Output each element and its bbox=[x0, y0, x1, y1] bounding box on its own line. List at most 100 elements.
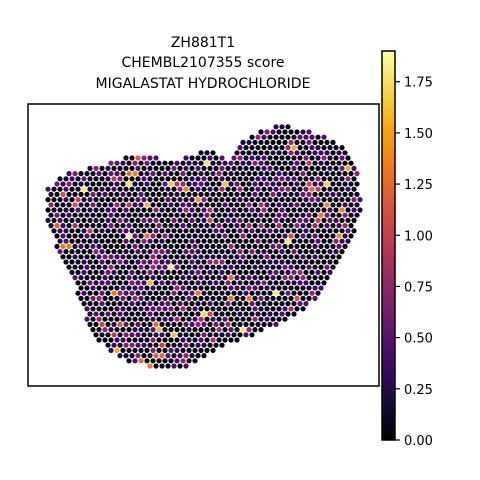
spot bbox=[132, 358, 138, 364]
spot bbox=[207, 238, 213, 244]
spot bbox=[201, 165, 207, 171]
spot bbox=[258, 233, 264, 239]
chart-title: ZH881T1 CHEMBL2107355 score MIGALASTAT H… bbox=[96, 35, 311, 92]
spot bbox=[210, 337, 216, 343]
spot bbox=[234, 316, 240, 322]
spot bbox=[108, 285, 114, 291]
spot bbox=[168, 358, 174, 364]
spot bbox=[177, 342, 183, 348]
spot bbox=[270, 275, 276, 281]
spot bbox=[255, 228, 261, 234]
spot bbox=[312, 254, 318, 260]
spot bbox=[111, 259, 117, 265]
spot bbox=[330, 191, 336, 197]
spot bbox=[201, 301, 207, 307]
spot bbox=[117, 332, 123, 338]
spot bbox=[180, 295, 186, 301]
spot bbox=[195, 186, 201, 192]
spot bbox=[240, 160, 246, 166]
spot bbox=[276, 223, 282, 229]
spot bbox=[309, 217, 315, 223]
spot bbox=[270, 212, 276, 218]
spot bbox=[177, 321, 183, 327]
spot bbox=[66, 223, 72, 229]
spot bbox=[147, 363, 153, 369]
spot bbox=[231, 238, 237, 244]
spot bbox=[318, 139, 324, 145]
spot bbox=[183, 290, 189, 296]
spot bbox=[156, 223, 162, 229]
spot bbox=[327, 155, 333, 161]
spot bbox=[243, 269, 249, 275]
spot bbox=[282, 233, 288, 239]
spot bbox=[288, 202, 294, 208]
spot bbox=[216, 337, 222, 343]
spot bbox=[168, 202, 174, 208]
spot bbox=[276, 243, 282, 249]
spot bbox=[126, 254, 132, 260]
colorbar-tick-label: 1.25 bbox=[404, 178, 433, 193]
spot bbox=[147, 155, 153, 161]
spot bbox=[111, 249, 117, 255]
spot bbox=[201, 269, 207, 275]
spot bbox=[258, 316, 264, 322]
spot bbox=[213, 342, 219, 348]
spot bbox=[198, 212, 204, 218]
spot bbox=[300, 191, 306, 197]
spot bbox=[144, 171, 150, 177]
spot bbox=[201, 176, 207, 182]
spot bbox=[306, 171, 312, 177]
spot bbox=[291, 238, 297, 244]
spot bbox=[228, 171, 234, 177]
spot bbox=[129, 228, 135, 234]
spot bbox=[249, 155, 255, 161]
spot bbox=[78, 191, 84, 197]
spot bbox=[288, 129, 294, 135]
spot bbox=[219, 197, 225, 203]
spot bbox=[174, 243, 180, 249]
spot bbox=[309, 207, 315, 213]
spot bbox=[189, 353, 195, 359]
spot bbox=[135, 176, 141, 182]
spot bbox=[285, 176, 291, 182]
spot bbox=[87, 197, 93, 203]
spot bbox=[297, 197, 303, 203]
spot bbox=[321, 165, 327, 171]
spot bbox=[288, 306, 294, 312]
spot bbox=[219, 176, 225, 182]
spot bbox=[114, 275, 120, 281]
spot bbox=[237, 176, 243, 182]
spot bbox=[204, 202, 210, 208]
spot bbox=[87, 321, 93, 327]
spot bbox=[159, 301, 165, 307]
spot bbox=[255, 269, 261, 275]
spot bbox=[120, 327, 126, 333]
spot bbox=[252, 327, 258, 333]
spot bbox=[270, 306, 276, 312]
spot bbox=[252, 243, 258, 249]
spot bbox=[105, 197, 111, 203]
spot bbox=[258, 171, 264, 177]
spot bbox=[66, 264, 72, 270]
spot bbox=[213, 332, 219, 338]
spot bbox=[102, 202, 108, 208]
spot bbox=[315, 145, 321, 151]
spot bbox=[126, 233, 132, 239]
spot bbox=[186, 275, 192, 281]
spot bbox=[129, 217, 135, 223]
spot bbox=[264, 191, 270, 197]
spot bbox=[105, 259, 111, 265]
spot bbox=[138, 347, 144, 353]
spot bbox=[135, 207, 141, 213]
spot bbox=[123, 280, 129, 286]
spot bbox=[129, 321, 135, 327]
spot bbox=[120, 337, 126, 343]
spot bbox=[240, 139, 246, 145]
spot bbox=[177, 197, 183, 203]
spot bbox=[294, 202, 300, 208]
spot bbox=[237, 197, 243, 203]
colorbar-tick-label: 1.75 bbox=[404, 76, 433, 91]
spot bbox=[204, 212, 210, 218]
spot bbox=[303, 197, 309, 203]
spot bbox=[258, 275, 264, 281]
